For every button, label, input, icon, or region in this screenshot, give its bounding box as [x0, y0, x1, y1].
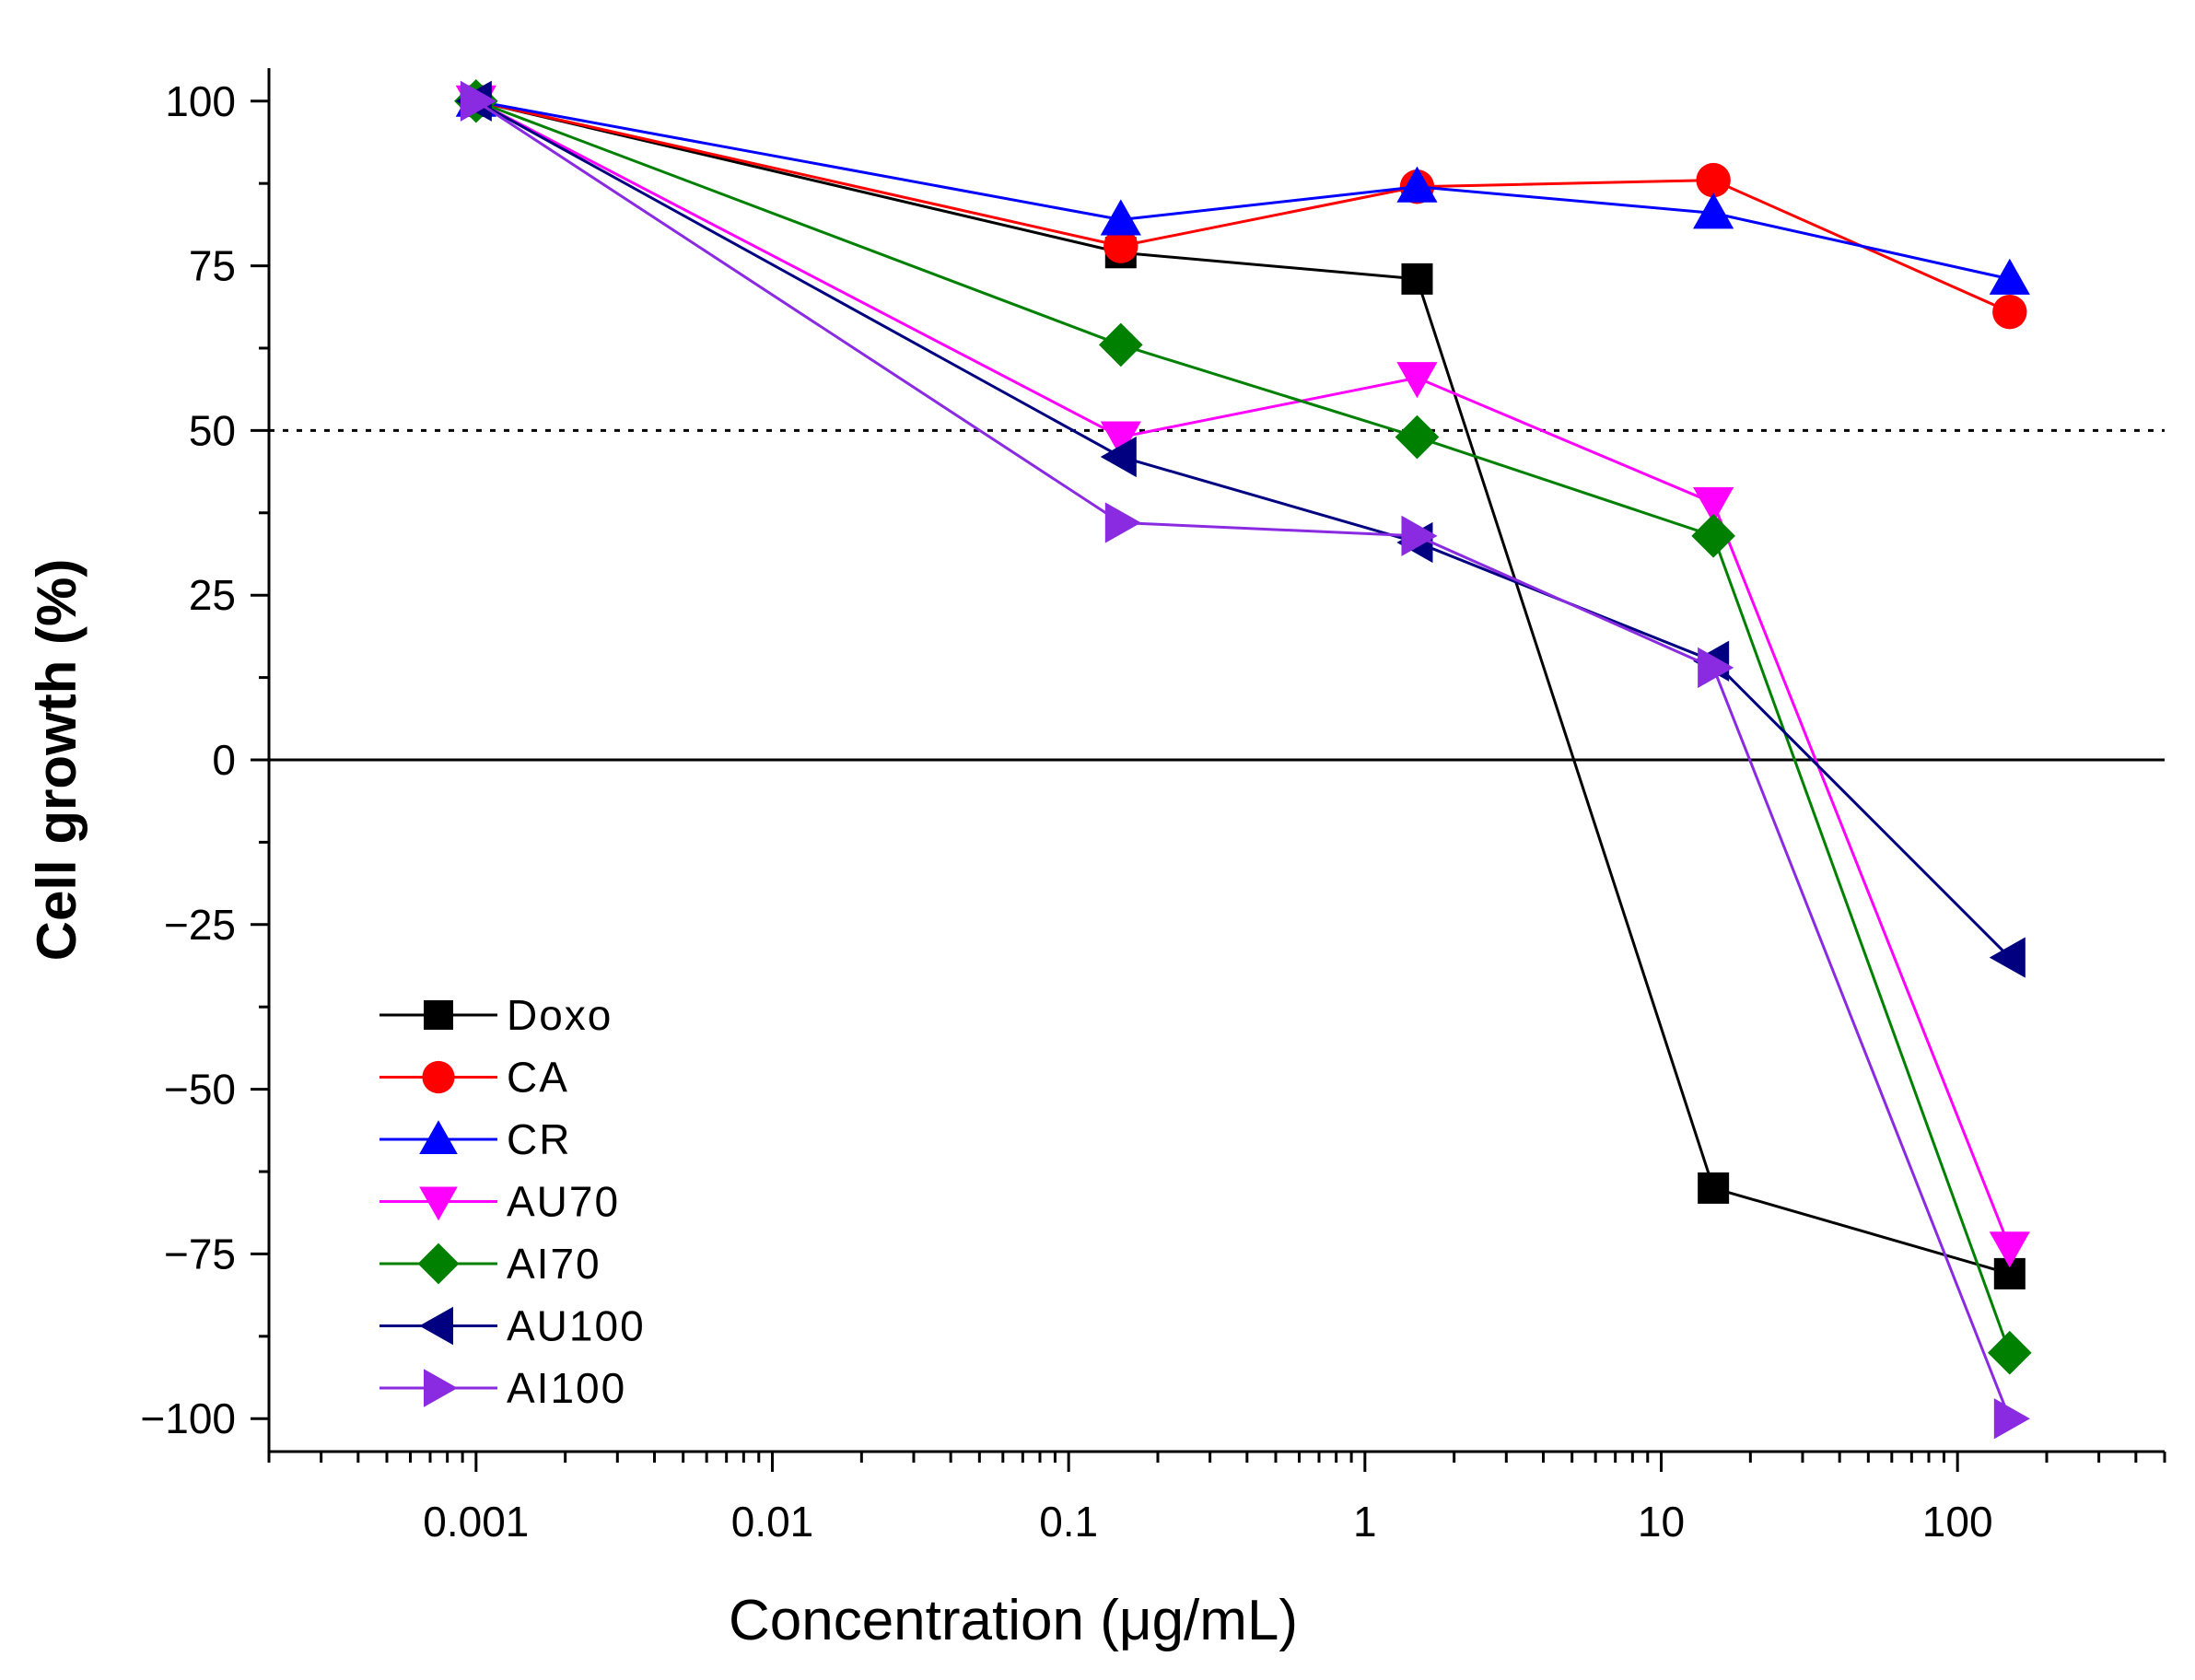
x-tick-label: 1 [1353, 1498, 1377, 1546]
triangle-right-marker [1698, 647, 1734, 688]
x-axis-title: Concentration (μg/mL) [729, 1589, 1298, 1652]
y-axis-title: Cell growth (%) [26, 559, 88, 962]
legend-item-au100: AU100 [379, 1302, 646, 1350]
legend-label: Doxo [507, 991, 613, 1039]
legend-item-doxo: Doxo [379, 991, 613, 1039]
y-tick-label: −100 [140, 1394, 236, 1442]
square-marker [424, 1000, 453, 1030]
triangle-up-marker [1989, 258, 2030, 295]
legend-label: AI70 [507, 1240, 601, 1288]
legend-item-ai70: AI70 [379, 1240, 601, 1288]
triangle-up-marker [1693, 192, 1734, 229]
triangle-left-marker [1100, 436, 1137, 478]
circle-marker [1696, 162, 1731, 198]
triangle-right-marker [1401, 515, 1438, 556]
circle-marker [1103, 228, 1138, 263]
triangle-up-marker [1100, 199, 1141, 236]
diamond-marker [1099, 322, 1143, 368]
triangle-down-marker [419, 1186, 458, 1221]
legend-label: CR [507, 1115, 571, 1163]
y-tick-label: 75 [189, 242, 236, 290]
legend: Doxo CA CR AU70 AI70 AU100 AI100 [379, 991, 646, 1412]
series-ai100 [460, 80, 2030, 1440]
triangle-right-marker [1993, 1398, 2030, 1440]
diamond-marker [1691, 514, 1735, 558]
series-line [475, 99, 2012, 1248]
series-doxo [460, 85, 2026, 1289]
diamond-marker [1988, 1330, 2032, 1375]
y-tick-label: 0 [212, 736, 236, 784]
y-tick-label: 50 [189, 406, 236, 454]
triangle-left-marker [1989, 937, 2026, 978]
triangle-right-marker [424, 1369, 458, 1407]
y-tick-label: −50 [164, 1066, 236, 1114]
circle-marker [1992, 294, 2027, 330]
legend-label: CA [507, 1054, 569, 1102]
triangle-right-marker [460, 80, 496, 122]
series-layer [454, 78, 2032, 1440]
legend-label: AU70 [507, 1178, 620, 1226]
triangle-down-marker [1693, 487, 1734, 524]
legend-label: AI100 [507, 1364, 626, 1412]
triangle-down-marker [1396, 362, 1438, 399]
legend-item-ca: CA [379, 1054, 569, 1102]
x-tick-label: 100 [1922, 1498, 1993, 1546]
x-tick-label: 0.01 [731, 1498, 814, 1546]
x-tick-label: 0.1 [1039, 1498, 1098, 1546]
square-marker [1401, 262, 1433, 295]
triangle-up-marker [419, 1120, 458, 1154]
y-tick-label: −75 [164, 1230, 236, 1278]
y-tick-label: 100 [165, 77, 236, 125]
reference-lines [269, 428, 2165, 762]
y-tick-label: −25 [164, 901, 236, 949]
legend-item-cr: CR [379, 1115, 571, 1163]
diamond-marker [417, 1242, 460, 1285]
legend-label: AU100 [507, 1302, 646, 1350]
square-marker [1698, 1172, 1730, 1204]
x-tick-label: 0.001 [423, 1498, 529, 1546]
y-tick-label: 25 [189, 571, 236, 619]
axes: 100 75 50 25 0 −25 −50 −75 −100 0.001 0.01 0.1 1 10 10… [140, 68, 2166, 1546]
triangle-left-marker [419, 1306, 453, 1346]
triangle-right-marker [1104, 502, 1141, 543]
series-line [475, 99, 2011, 1276]
legend-item-ai100: AI100 [379, 1364, 626, 1412]
diamond-marker [1395, 414, 1440, 460]
series-ai70 [454, 78, 2032, 1375]
triangle-down-marker [1989, 1231, 2030, 1268]
circle-marker [422, 1060, 455, 1094]
x-tick-label: 10 [1638, 1498, 1685, 1546]
triangle-up-marker [1396, 166, 1438, 203]
legend-item-au70: AU70 [379, 1178, 620, 1226]
series-cr [455, 80, 2030, 295]
triangle-down-marker [1100, 421, 1141, 458]
